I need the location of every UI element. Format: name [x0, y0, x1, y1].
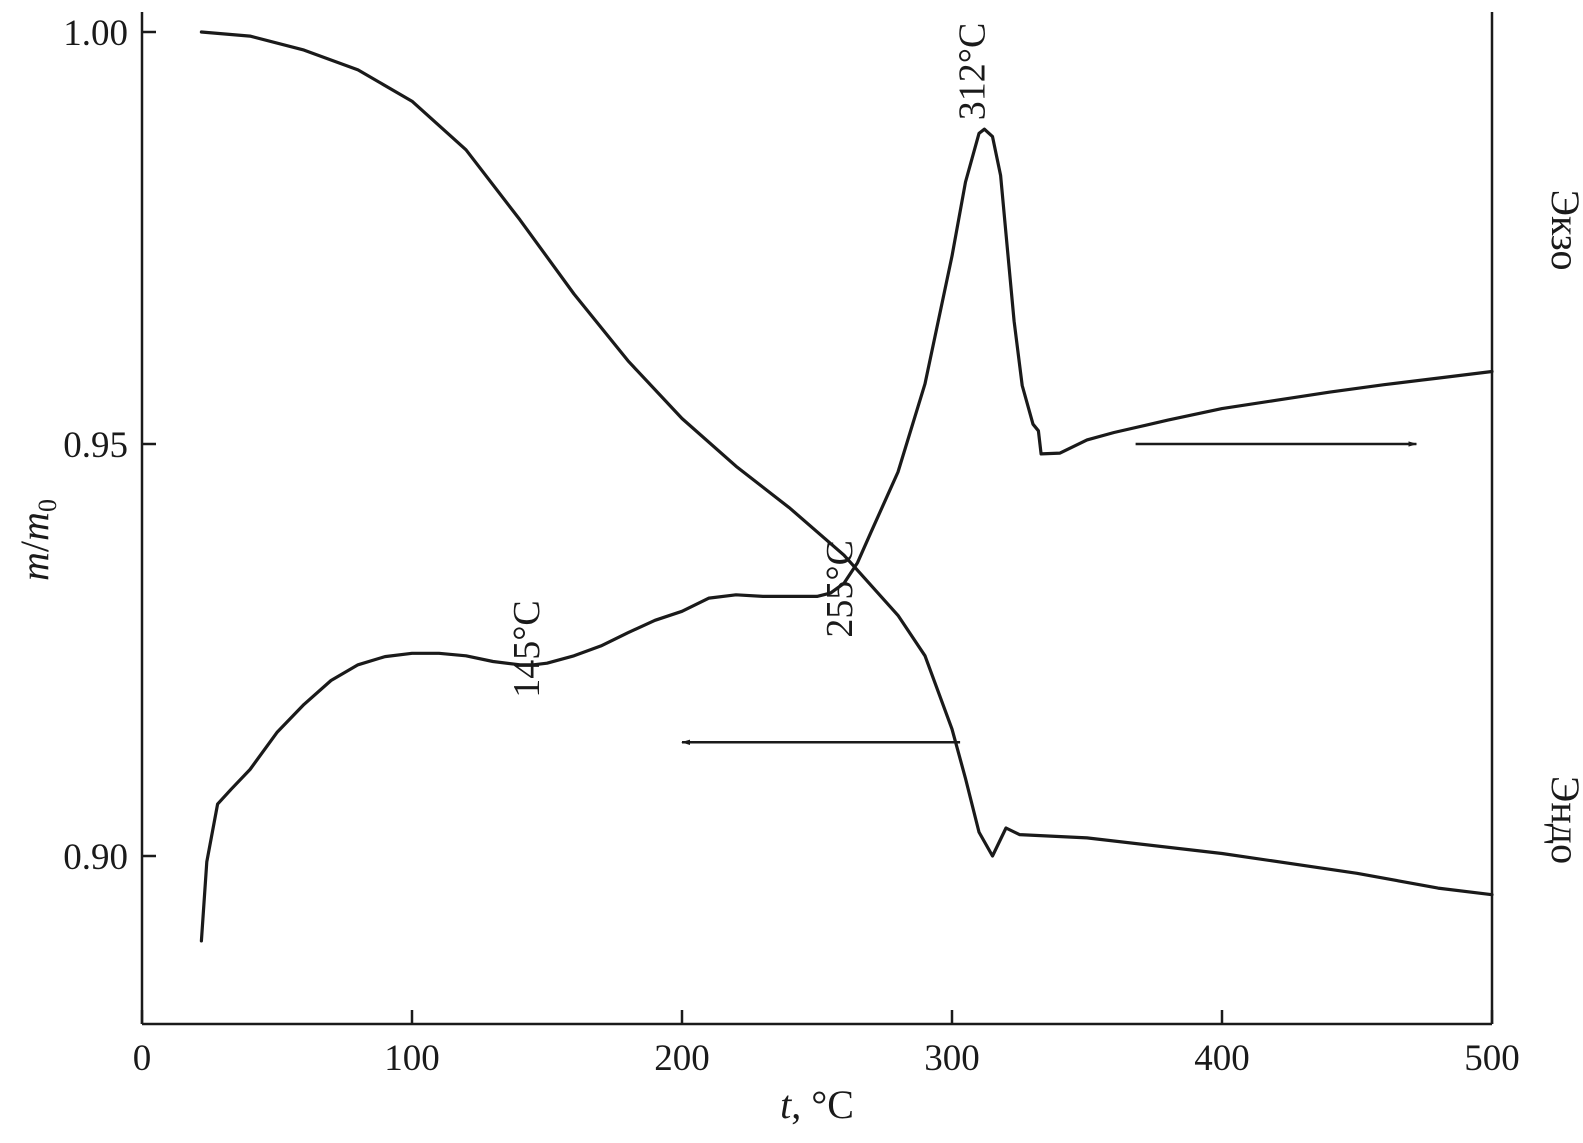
temperature-annotation: 312°C: [951, 23, 993, 121]
annotations: 312°C 255°C 145°C: [506, 23, 1418, 745]
x-tick-label: 500: [1464, 1038, 1520, 1079]
x-tick-label: 0: [133, 1038, 152, 1079]
endo-label: Эндо: [1543, 776, 1583, 864]
series: [199, 30, 1494, 943]
y-tick-label: 0.95: [63, 425, 128, 466]
exo-label: Экзо: [1543, 190, 1583, 271]
y-tick-label: 1.00: [63, 13, 128, 54]
mass-curve: [199, 30, 1494, 897]
y-axis-title: m/m0: [12, 499, 62, 581]
x-tick-label: 400: [1194, 1038, 1250, 1079]
axes: [140, 12, 1494, 1026]
dta-curve: [199, 127, 1494, 943]
temperature-annotation: 145°C: [506, 600, 548, 698]
x-tick-label: 100: [384, 1038, 440, 1079]
ticks: 0 100 200 300 400 500 0.90 0.95 1.00: [63, 13, 1520, 1079]
x-axis-title: t, °C: [780, 1082, 854, 1127]
x-tick-label: 200: [654, 1038, 710, 1079]
temperature-annotation: 255°C: [819, 540, 861, 638]
x-tick-label: 300: [924, 1038, 980, 1079]
y-tick-label: 0.90: [63, 837, 128, 878]
